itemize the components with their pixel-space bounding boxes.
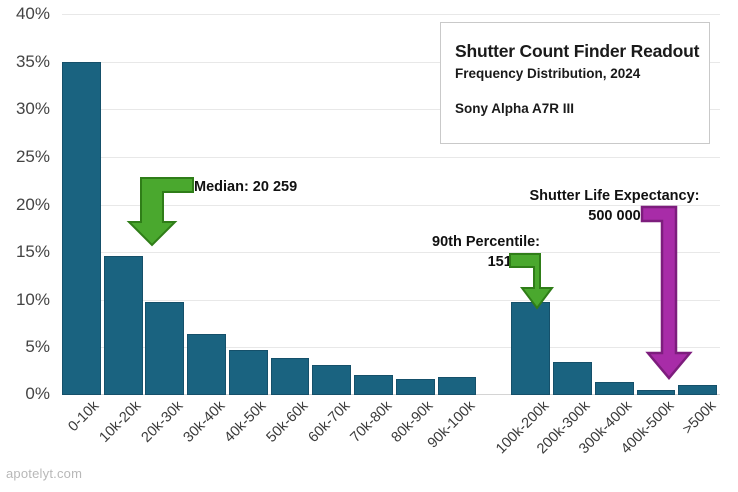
bar-series bbox=[62, 14, 720, 395]
y-tick-label-10: 10% bbox=[15, 289, 50, 309]
y-tick-label-15: 15% bbox=[15, 242, 50, 262]
legend-box: Shutter Count Finder Readout Frequency D… bbox=[440, 22, 710, 144]
bar bbox=[678, 385, 718, 395]
bar bbox=[395, 378, 435, 395]
y-tick-label-0: 0% bbox=[25, 384, 50, 403]
bar bbox=[228, 350, 268, 395]
watermark: apotelyt.com bbox=[6, 466, 83, 481]
legend-title: Shutter Count Finder Readout bbox=[455, 41, 700, 61]
y-tick-label-5: 5% bbox=[25, 337, 50, 357]
legend-subtitle: Frequency Distribution, 2024 bbox=[455, 65, 641, 81]
gridline-20: 20% bbox=[16, 195, 720, 214]
legend-camera-model: Sony Alpha A7R III bbox=[455, 101, 575, 117]
bar bbox=[103, 255, 143, 395]
p90-elbow-down-arrow-icon bbox=[509, 253, 554, 310]
y-tick-label-25: 25% bbox=[15, 146, 50, 166]
bar bbox=[437, 376, 477, 395]
y-tick-label-35: 35% bbox=[15, 51, 50, 71]
bar bbox=[270, 357, 310, 395]
median-annotation-label: Median: 20 259 bbox=[194, 179, 298, 195]
plot-area: 40% 35% 30% 25% 20% 15% 10% 5% bbox=[16, 4, 720, 403]
bar bbox=[312, 364, 352, 395]
y-tick-label-30: 30% bbox=[15, 99, 50, 119]
bar bbox=[511, 301, 551, 395]
gridline-5: 5% bbox=[25, 337, 720, 356]
gridline-40: 40% bbox=[16, 4, 720, 23]
bar bbox=[636, 390, 676, 395]
shutter-life-elbow-down-arrow-icon bbox=[640, 205, 693, 380]
bar bbox=[354, 375, 393, 395]
bar bbox=[145, 301, 185, 395]
bar bbox=[62, 61, 101, 395]
bar bbox=[594, 381, 634, 395]
y-tick-label-20: 20% bbox=[15, 194, 50, 214]
bar bbox=[553, 361, 592, 395]
life-expectancy-annotation-label: Shutter Life Expectancy: 500 000 bbox=[529, 188, 700, 224]
gridline-10: 10% bbox=[16, 290, 720, 309]
y-tick-label-40: 40% bbox=[15, 4, 50, 23]
x-axis-labels: 0-10k 10k-20k 20k-30k 30k-40k 40k-50k 50k-60k… bbox=[62, 398, 720, 468]
gridline-35: 35% bbox=[16, 52, 720, 71]
median-elbow-down-arrow-icon bbox=[126, 177, 194, 247]
gridline-15: 15% bbox=[16, 242, 720, 261]
gridline-30: 30% bbox=[16, 99, 720, 118]
bar bbox=[187, 334, 226, 395]
gridline-25: 25% bbox=[16, 147, 720, 166]
